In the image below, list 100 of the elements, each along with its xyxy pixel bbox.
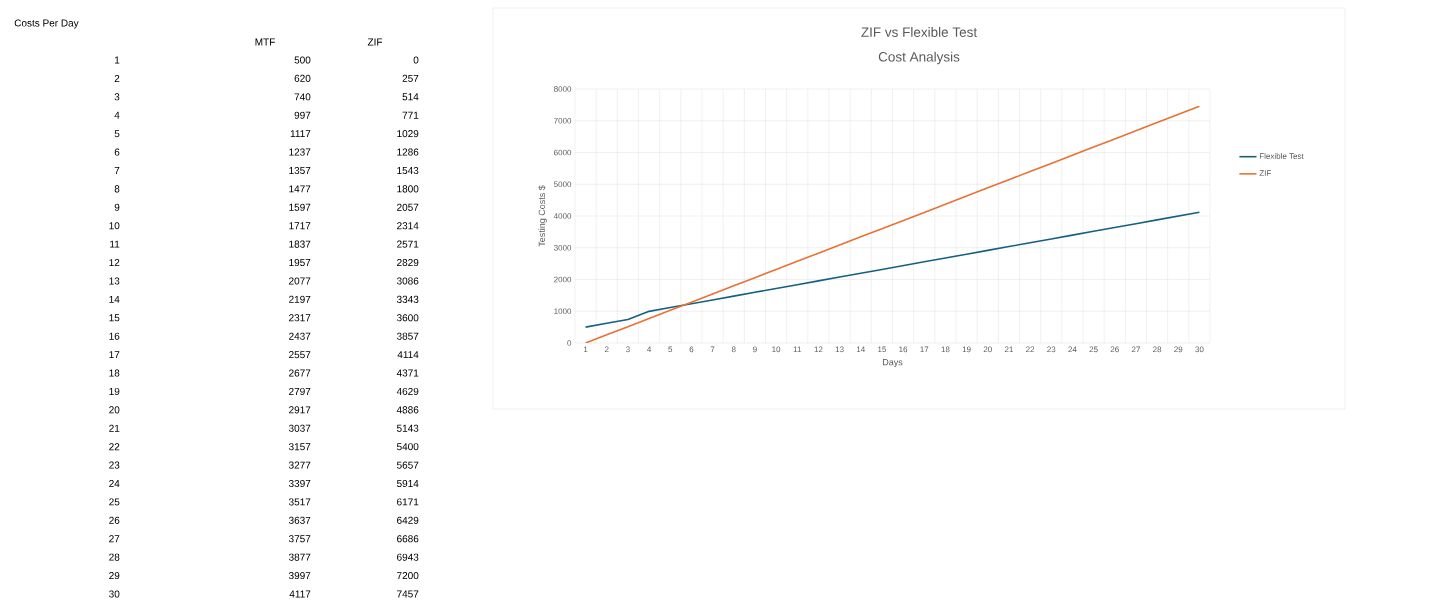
x-tick-label: 26	[1110, 346, 1119, 353]
data-label: 1237	[289, 148, 311, 156]
data-label: 3037	[288, 424, 311, 432]
data-label: 7457	[397, 590, 419, 598]
data-label: 1357	[289, 166, 311, 175]
y-tick-label: 8	[114, 185, 120, 193]
data-label: 6429	[397, 516, 419, 524]
data-label: 2677	[289, 369, 311, 377]
data-label: 4629	[396, 387, 419, 395]
chart-title: ZIF vs Flexible Test	[861, 27, 978, 37]
y-tick-label: 1	[115, 56, 120, 64]
data-label: 3600	[396, 314, 419, 322]
x-tick-label: 30	[1195, 346, 1204, 353]
data-label: 5143	[396, 424, 419, 432]
y-tick-label: 4	[114, 111, 120, 119]
data-label: 997	[294, 111, 311, 119]
y-tick-label: 26	[109, 516, 120, 524]
y-tick-label: 21	[109, 424, 120, 432]
y-axis-title: Testing Costs $	[538, 185, 547, 247]
legend-label: Flexible Test	[1259, 153, 1304, 159]
legend-label: ZIF	[1259, 170, 1271, 176]
data-label: 3157	[288, 443, 311, 451]
y-tick-label: 1000	[554, 308, 572, 315]
x-tick-label: 22	[1026, 346, 1035, 353]
data-label: 1800	[397, 185, 419, 193]
x-tick-label: 17	[920, 346, 929, 353]
data-label: 3637	[288, 516, 311, 524]
data-label: 3877	[288, 553, 311, 561]
x-tick-label: 1	[583, 346, 588, 353]
data-label: 1477	[289, 185, 311, 193]
data-label: 771	[402, 111, 419, 119]
y-tick-label: 11	[110, 240, 120, 248]
y-tick-label: 14	[109, 295, 120, 303]
y-tick-label: 7	[114, 167, 120, 174]
data-label: 4371	[396, 369, 419, 377]
y-tick-label: 15	[109, 314, 120, 322]
y-tick-label: 16	[109, 332, 120, 340]
data-label: 3757	[288, 535, 311, 543]
x-tick-label: 9	[753, 346, 757, 353]
data-label: 2077	[289, 277, 311, 285]
y-tick-label: 0	[567, 340, 572, 346]
data-label: 2571	[397, 240, 419, 248]
data-label: 1029	[397, 130, 419, 138]
data-label: 2317	[289, 314, 311, 322]
x-tick-label: 18	[941, 346, 950, 353]
x-tick-label: 28	[1153, 346, 1162, 353]
data-label: 1286	[397, 148, 419, 156]
data-label: 6943	[397, 553, 419, 561]
data-label: 3343	[396, 295, 419, 303]
data-label: 5400	[396, 443, 419, 451]
x-tick-label: 12	[814, 346, 823, 353]
data-label: 4886	[396, 406, 419, 414]
data-label: 6171	[397, 498, 419, 506]
data-label: 3086	[396, 277, 419, 285]
data-label: 3517	[288, 498, 311, 506]
y-tick-label: 5	[114, 130, 120, 138]
data-label: 1717	[289, 222, 311, 230]
y-tick-label: 3000	[553, 244, 572, 251]
y-tick-label: 12	[109, 259, 120, 267]
x-axis-title: Days	[882, 359, 903, 368]
x-tick-label: 15	[878, 346, 887, 353]
y-tick-label: 20	[109, 406, 120, 414]
x-tick-label: 8	[731, 346, 736, 353]
x-tick-label: MTF	[255, 38, 275, 46]
y-tick-label: 9	[114, 203, 120, 211]
x-tick-label: 10	[772, 346, 781, 353]
y-tick-label: 18	[109, 369, 120, 377]
data-label: 5657	[396, 461, 419, 469]
y-tick-label: 27	[109, 535, 120, 543]
y-tick-label: 7000	[554, 117, 572, 124]
y-tick-label: 23	[109, 461, 120, 469]
x-tick-label: 4	[647, 346, 652, 353]
data-label: 1117	[290, 130, 311, 138]
x-tick-label: 14	[856, 346, 865, 353]
data-label: 740	[294, 93, 311, 101]
x-tick-label: 2	[604, 346, 609, 353]
data-label: 1597	[289, 203, 311, 211]
y-tick-label: 4000	[553, 213, 572, 219]
y-tick-label: 13	[109, 277, 120, 285]
data-label: 1543	[397, 166, 419, 175]
data-label: 6686	[397, 535, 419, 543]
y-tick-label: 19	[109, 387, 120, 395]
data-label: 4114	[397, 351, 419, 359]
x-tick-label: 23	[1047, 346, 1056, 353]
y-tick-label: 17	[109, 351, 120, 359]
x-tick-label: 3	[626, 346, 630, 353]
data-label: 3277	[288, 461, 311, 469]
x-tick-label: 19	[962, 346, 971, 353]
data-label: 0	[413, 56, 419, 64]
data-label: 257	[402, 74, 419, 82]
chart-subtitle: Cost Analysis	[878, 51, 960, 65]
y-tick-label: 6000	[554, 149, 572, 156]
x-tick-label: 25	[1089, 346, 1098, 353]
data-label: 3997	[288, 572, 311, 580]
data-label: 2829	[397, 259, 419, 267]
y-tick-label: 3	[114, 93, 120, 101]
data-label: 7200	[397, 572, 419, 580]
y-tick-label: 29	[109, 572, 120, 580]
x-tick-label: 16	[899, 346, 908, 353]
data-label: 2557	[289, 351, 311, 359]
